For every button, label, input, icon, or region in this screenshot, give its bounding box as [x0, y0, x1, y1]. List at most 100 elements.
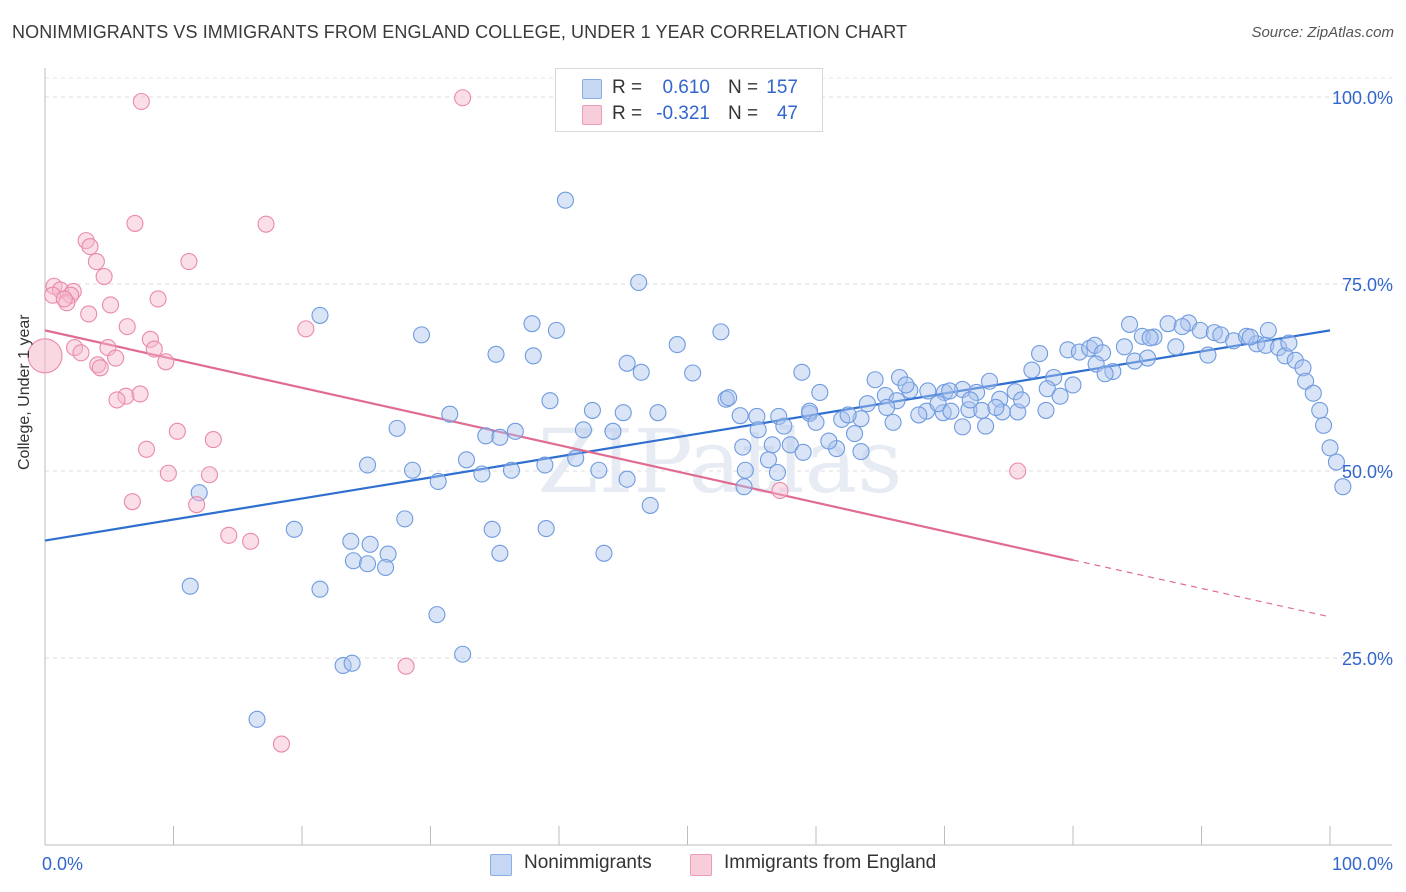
grid-lines: [45, 77, 1392, 659]
point-nonimmigrants: [794, 443, 812, 461]
point-nonimmigrants: [980, 372, 999, 390]
point-nonimmigrants: [977, 417, 995, 435]
point-immigrants: [771, 481, 789, 499]
point-nonimmigrants: [852, 410, 870, 428]
point-immigrants: [123, 493, 141, 511]
point-nonimmigrants: [1241, 328, 1259, 346]
point-nonimmigrants: [735, 478, 753, 496]
point-nonimmigrants: [781, 436, 799, 454]
point-immigrants: [272, 735, 290, 753]
point-immigrants: [108, 391, 126, 409]
point-nonimmigrants: [910, 406, 928, 424]
point-nonimmigrants: [759, 451, 778, 469]
y-tick-label: 75.0%: [1342, 275, 1393, 295]
point-immigrants: [101, 296, 120, 314]
point-nonimmigrants: [770, 407, 788, 425]
point-nonimmigrants: [583, 401, 601, 419]
bottom-legend-swatch-nonimmigrants: [490, 854, 512, 876]
point-nonimmigrants: [1013, 391, 1031, 409]
point-nonimmigrants: [1167, 338, 1185, 356]
bottom-legend-label: Nonimmigrants: [524, 852, 652, 873]
point-nonimmigrants: [388, 419, 406, 437]
y-axis-label: College, Under 1 year: [16, 314, 33, 470]
point-immigrants: [397, 657, 415, 675]
point-nonimmigrants: [473, 465, 491, 483]
point-immigrants: [107, 349, 125, 367]
point-nonimmigrants: [1081, 339, 1099, 357]
point-nonimmigrants: [973, 401, 991, 419]
point-nonimmigrants: [919, 382, 937, 400]
point-nonimmigrants: [547, 321, 565, 339]
point-nonimmigrants: [1051, 387, 1069, 405]
point-nonimmigrants: [1064, 376, 1082, 394]
point-nonimmigrants: [1248, 335, 1266, 353]
point-nonimmigrants: [736, 461, 754, 479]
point-nonimmigrants: [343, 654, 361, 672]
point-nonimmigrants: [604, 422, 622, 440]
point-nonimmigrants: [1311, 401, 1329, 419]
point-nonimmigrants: [1297, 372, 1315, 390]
point-immigrants: [159, 464, 177, 482]
point-immigrants: [126, 214, 144, 232]
legend-n-value: 157: [766, 77, 798, 98]
point-nonimmigrants: [487, 345, 505, 363]
point-immigrants: [141, 330, 159, 348]
point-nonimmigrants: [632, 363, 650, 381]
legend-n-value: 47: [776, 103, 798, 124]
point-nonimmigrants: [311, 580, 329, 598]
point-nonimmigrants: [793, 363, 811, 381]
point-nonimmigrants: [1191, 321, 1209, 339]
point-immigrants: [1009, 462, 1027, 480]
point-nonimmigrants: [763, 436, 781, 454]
point-immigrants: [132, 92, 150, 111]
point-immigrants: [117, 387, 135, 405]
stats-legend: R = 0.610 N = 157 R = -0.321 N = 47: [555, 68, 823, 132]
point-nonimmigrants: [720, 389, 738, 407]
point-nonimmigrants: [987, 398, 1005, 416]
point-immigrants: [454, 89, 472, 107]
point-nonimmigrants: [852, 443, 870, 461]
point-nonimmigrants: [457, 451, 476, 469]
point-nonimmigrants: [311, 306, 329, 324]
point-nonimmigrants: [749, 421, 767, 439]
point-nonimmigrants: [1138, 349, 1157, 367]
data-points: [27, 89, 1352, 753]
point-nonimmigrants: [1257, 336, 1275, 354]
point-nonimmigrants: [941, 382, 959, 400]
point-nonimmigrants: [1037, 401, 1055, 419]
trend-line-immigrants: [44, 329, 1074, 562]
legend-swatch-nonimmigrants: [582, 79, 602, 99]
source-credit: Source: ZipAtlas.com: [1251, 24, 1394, 41]
point-immigrants: [91, 359, 109, 377]
point-nonimmigrants: [618, 354, 636, 372]
point-nonimmigrants: [429, 472, 447, 491]
point-nonimmigrants: [618, 470, 636, 488]
point-nonimmigrants: [567, 449, 585, 467]
point-nonimmigrants: [614, 404, 632, 422]
point-nonimmigrants: [1304, 384, 1322, 402]
point-nonimmigrants: [361, 535, 379, 553]
point-nonimmigrants: [537, 520, 555, 538]
point-nonimmigrants: [541, 392, 559, 410]
point-immigrants: [180, 253, 198, 271]
point-nonimmigrants: [811, 383, 829, 402]
point-nonimmigrants: [731, 407, 749, 425]
point-nonimmigrants: [285, 520, 303, 538]
point-nonimmigrants: [807, 413, 825, 431]
point-nonimmigrants: [897, 376, 915, 394]
point-immigrants: [95, 267, 113, 286]
point-nonimmigrants: [961, 391, 979, 409]
point-nonimmigrants: [556, 191, 574, 209]
point-nonimmigrants: [403, 461, 422, 479]
point-nonimmigrants: [358, 456, 377, 474]
point-immigrants: [80, 305, 98, 323]
point-nonimmigrants: [1327, 453, 1345, 471]
point-nonimmigrants: [1141, 329, 1159, 347]
point-nonimmigrants: [929, 395, 947, 413]
point-immigrants: [257, 215, 275, 233]
y-tick-label: 100.0%: [1332, 88, 1393, 108]
point-immigrants: [204, 431, 222, 449]
point-nonimmigrants: [483, 520, 501, 538]
point-nonimmigrants: [942, 402, 960, 420]
